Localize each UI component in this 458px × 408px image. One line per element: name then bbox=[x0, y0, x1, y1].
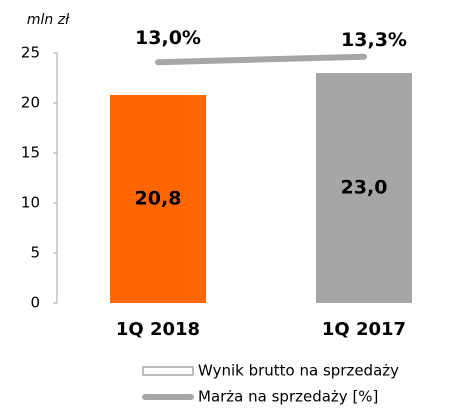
y-tick-label: 10 bbox=[21, 194, 40, 212]
y-tick-label: 25 bbox=[21, 44, 40, 62]
legend-label: Wynik brutto na sprzedaży bbox=[198, 362, 399, 380]
y-tick-label: 5 bbox=[30, 244, 40, 262]
y-tick-label: 0 bbox=[30, 294, 40, 312]
value-label: 13,3% bbox=[341, 29, 407, 51]
x-tick-label: 1Q 2018 bbox=[116, 319, 200, 340]
x-tick-label: 1Q 2017 bbox=[322, 319, 406, 340]
value-label: 23,0 bbox=[341, 177, 388, 199]
legend-label: Marża na sprzedaży [%] bbox=[198, 388, 378, 406]
value-label: 20,8 bbox=[135, 188, 182, 210]
line bbox=[155, 53, 367, 66]
y-axis-label: mln zł bbox=[27, 12, 70, 28]
y-tick-label: 15 bbox=[21, 144, 40, 162]
legend-swatch bbox=[142, 366, 194, 376]
bar bbox=[110, 95, 206, 303]
bar bbox=[316, 73, 412, 303]
value-label: 13,0% bbox=[135, 27, 201, 49]
y-tick-label: 20 bbox=[21, 94, 40, 112]
